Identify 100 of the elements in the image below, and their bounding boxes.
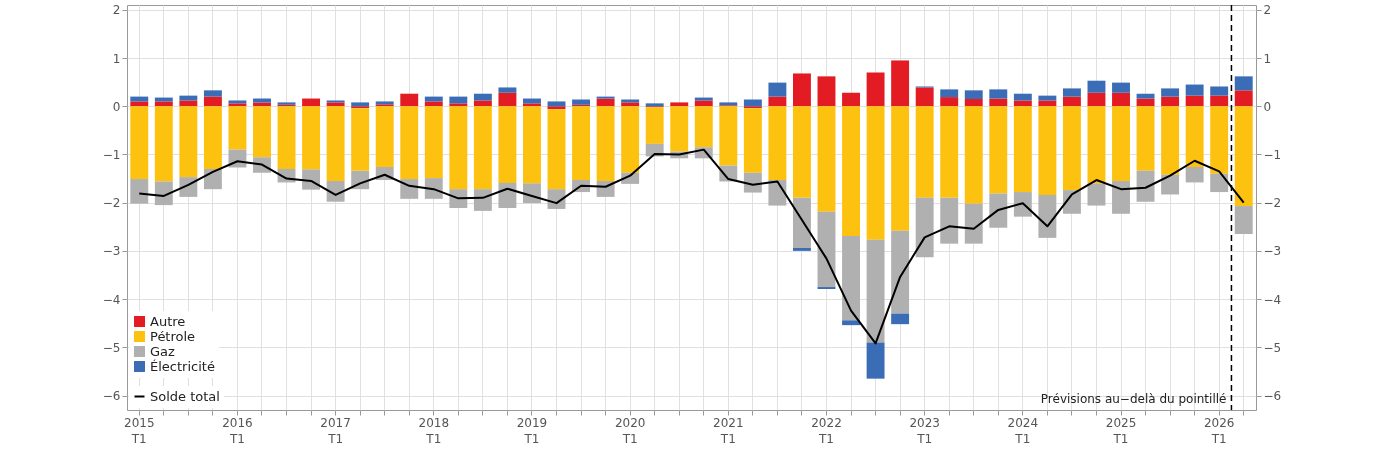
- bar: [1038, 100, 1057, 107]
- bar: [498, 92, 517, 107]
- bar: [1210, 86, 1229, 96]
- bar: [596, 106, 615, 181]
- bar: [154, 106, 173, 182]
- y2-tick-label: −2: [1263, 196, 1282, 211]
- bar: [253, 102, 271, 107]
- x-tick-label: 2018 T1: [418, 415, 450, 446]
- bar: [498, 106, 517, 183]
- bar: [1234, 90, 1253, 107]
- bar: [1038, 106, 1057, 195]
- bar: [1210, 173, 1229, 193]
- legend-label: Solde total: [150, 388, 220, 404]
- bar: [473, 106, 492, 190]
- bar: [498, 182, 517, 208]
- bar: [964, 203, 983, 244]
- bar: [1185, 95, 1204, 107]
- bar: [1161, 96, 1180, 107]
- bar: [915, 197, 934, 258]
- bar: [351, 102, 370, 107]
- x-tick-label: 2026 T1: [1203, 415, 1235, 446]
- bar: [1234, 206, 1253, 235]
- bar: [326, 106, 345, 181]
- bar: [964, 106, 983, 204]
- bar: [940, 97, 959, 107]
- bar: [817, 106, 836, 212]
- x-tick-label: 2015 T1: [124, 415, 155, 446]
- y-tick-label: −5: [102, 340, 121, 355]
- y-tick-label: 2: [112, 3, 121, 18]
- bar: [719, 106, 738, 166]
- bar: [596, 98, 615, 107]
- bar: [1161, 106, 1180, 175]
- bar: [792, 73, 811, 107]
- bar: [1136, 93, 1155, 99]
- bar: [473, 189, 492, 211]
- bar: [891, 106, 910, 231]
- bar: [842, 92, 860, 107]
- bar: [203, 90, 222, 97]
- bar: [1013, 100, 1032, 107]
- bar: [203, 96, 222, 107]
- bar: [179, 106, 198, 178]
- bar: [743, 108, 762, 173]
- bar: [768, 82, 787, 97]
- bar: [302, 98, 321, 107]
- bar: [277, 106, 296, 169]
- bar: [1112, 92, 1130, 107]
- bar: [842, 106, 860, 236]
- bar: [1112, 180, 1130, 214]
- bar: [424, 106, 443, 179]
- bar: [1234, 106, 1253, 207]
- bar: [915, 87, 934, 107]
- bar: [768, 96, 787, 107]
- bar: [424, 101, 443, 107]
- legend-label: Gaz: [150, 343, 176, 359]
- y-tick-label: −2: [102, 196, 121, 211]
- bar: [400, 106, 419, 180]
- bar: [670, 106, 689, 152]
- y-tick-label: −4: [102, 292, 121, 307]
- x-tick-label: 2022 T1: [811, 415, 842, 446]
- bar: [1087, 80, 1106, 93]
- bar: [547, 106, 566, 110]
- x-tick-label: 2016 T1: [222, 415, 253, 446]
- ref-line-label: Prévisions au−delà du pointillé: [1040, 392, 1227, 406]
- bar: [891, 313, 910, 325]
- bar: [1136, 98, 1155, 107]
- bar: [792, 197, 811, 248]
- bar: [1185, 106, 1204, 167]
- bar: [645, 107, 664, 144]
- bar: [768, 106, 787, 181]
- bar: [572, 99, 591, 105]
- bar: [1161, 174, 1180, 195]
- y2-tick-label: 1: [1263, 51, 1272, 66]
- bar: [1210, 95, 1229, 107]
- bar: [817, 76, 836, 107]
- x-tick-label: 2017 T1: [320, 415, 351, 446]
- bar: [179, 100, 198, 107]
- bar: [940, 106, 959, 198]
- y-tick-label: 0: [112, 99, 121, 114]
- bar: [1185, 84, 1204, 96]
- y2-tick-label: −1: [1263, 147, 1282, 162]
- bar: [375, 106, 394, 167]
- bar: [891, 230, 910, 314]
- bar: [1185, 167, 1204, 183]
- bar: [1234, 76, 1253, 91]
- bar: [1087, 92, 1106, 107]
- y-tick-label: 1: [112, 51, 121, 66]
- bar: [154, 101, 173, 107]
- bar: [989, 89, 1008, 99]
- bar: [1013, 106, 1032, 193]
- bar: [130, 101, 149, 107]
- bar: [130, 179, 149, 204]
- bar: [498, 87, 517, 93]
- bar: [694, 106, 713, 148]
- bar: [154, 181, 173, 206]
- legend-label: Pétrole: [150, 328, 196, 344]
- bar: [694, 100, 713, 107]
- bar: [891, 60, 910, 107]
- bar: [1062, 88, 1081, 97]
- bar: [866, 342, 885, 379]
- bar: [130, 106, 149, 180]
